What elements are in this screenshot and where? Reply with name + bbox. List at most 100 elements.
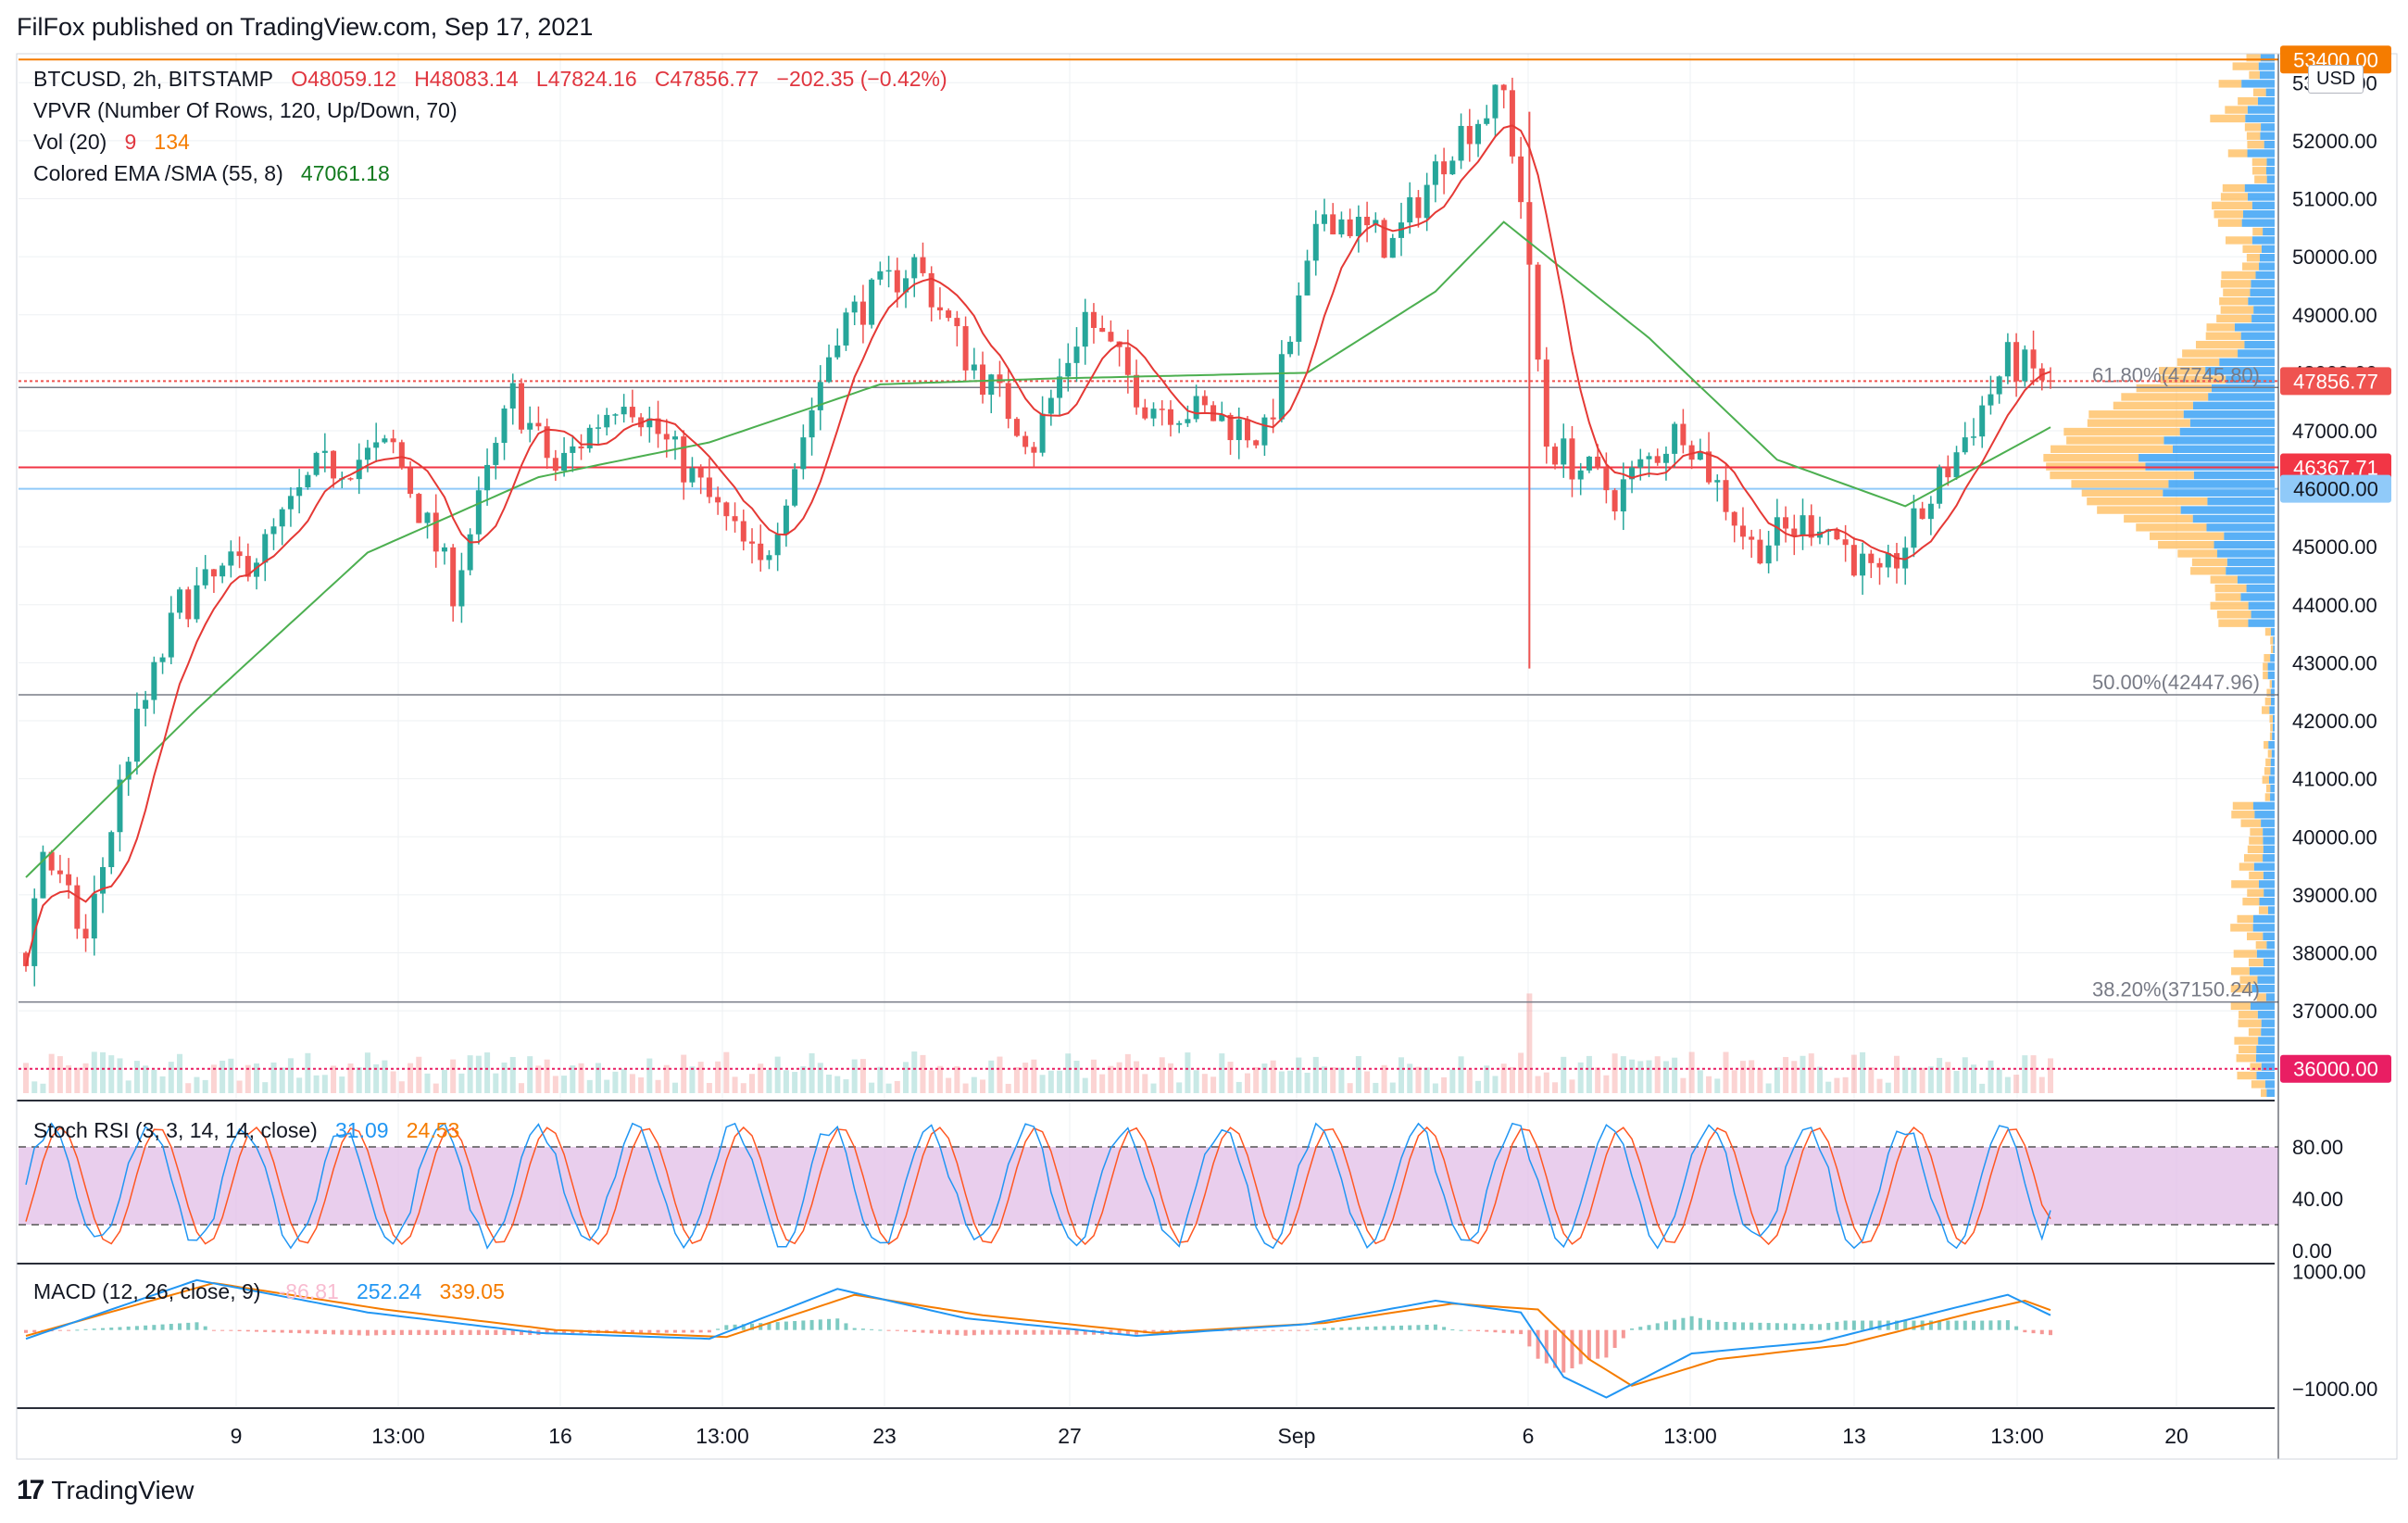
legend-vol-a: 9 — [124, 130, 137, 154]
macd-histogram-bar — [1510, 1329, 1514, 1334]
legend-volume[interactable]: Vol (20) 9 134 — [33, 130, 190, 155]
vpvr-down-bar — [2205, 332, 2241, 340]
macd-histogram-bar — [1869, 1320, 1874, 1330]
candle-body — [1842, 539, 1849, 546]
candle-body — [1595, 456, 1601, 468]
vpvr-down-bar — [2243, 854, 2264, 862]
candle-body — [467, 534, 473, 571]
volume-bar — [1057, 1070, 1063, 1093]
legend-stoch-k: 31.09 — [335, 1118, 389, 1142]
legend-macd[interactable]: MACD (12, 26, close, 9) -86.81 252.24 33… — [33, 1279, 505, 1304]
stoch-k-line — [25, 1122, 2051, 1250]
vpvr-up-bar — [2253, 801, 2275, 811]
macd-histogram-bar — [297, 1329, 302, 1334]
macd-histogram-bar — [1604, 1329, 1609, 1358]
time-tick-label: 13:00 — [696, 1424, 749, 1448]
candle-body — [270, 526, 277, 535]
macd-histogram-bar — [1732, 1322, 1737, 1330]
vpvr-up-bar — [2268, 775, 2275, 784]
candles — [23, 77, 2053, 987]
vpvr-down-bar — [2223, 288, 2251, 296]
candle-body — [382, 438, 388, 443]
vpvr-up-bar — [2244, 183, 2275, 193]
macd-histogram-bar — [1638, 1327, 1643, 1330]
legend-ema[interactable]: Colored EMA /SMA (55, 8) 47061.18 — [33, 161, 390, 186]
volume-bar — [527, 1056, 533, 1093]
candle-body — [1415, 196, 1422, 219]
vpvr-down-bar — [2252, 227, 2264, 236]
macd-histogram-bar — [160, 1324, 165, 1330]
legend-vol-b: 134 — [154, 130, 190, 154]
candle-body — [843, 312, 849, 346]
volume-bar — [475, 1055, 482, 1093]
candle-body — [1441, 161, 1448, 175]
candle-body — [997, 374, 1003, 384]
vpvr-down-bar — [2231, 880, 2259, 888]
candle-body — [1057, 376, 1063, 398]
volume-bar — [681, 1054, 687, 1093]
vpvr-up-bar — [2271, 697, 2275, 706]
volume-bar — [1637, 1061, 1644, 1093]
vpvr-up-bar — [2267, 671, 2275, 680]
candle-body — [681, 436, 687, 483]
macd-histogram-bar — [1578, 1329, 1583, 1365]
volume-bar — [1338, 1067, 1345, 1093]
macd-histogram-bar — [211, 1329, 216, 1331]
macd-histogram-bar — [134, 1326, 139, 1330]
vpvr-up-bar — [2266, 175, 2275, 183]
macd-tick-label: −1000.00 — [2292, 1378, 2377, 1401]
candle-body — [1885, 553, 1891, 568]
volume-bar — [1108, 1065, 1114, 1093]
candle-body — [1253, 440, 1260, 446]
vpvr-up-bar — [2238, 349, 2275, 358]
vpvr-up-bar — [2273, 645, 2275, 654]
volume-bar — [433, 1083, 439, 1093]
macd-histogram-bar — [1689, 1315, 1694, 1330]
vpvr-up-bar — [2261, 245, 2275, 254]
macd-histogram-bar — [672, 1329, 677, 1333]
volume-bar — [1800, 1055, 1806, 1093]
volume-bar — [1688, 1051, 1695, 1093]
price-label-text: 47856.77 — [2293, 370, 2378, 393]
vpvr-up-bar — [2206, 523, 2275, 532]
macd-line — [25, 1278, 2051, 1399]
macd-histogram-bar — [1750, 1322, 1754, 1330]
candle-body — [671, 436, 678, 440]
macd-histogram-bar — [1673, 1319, 1677, 1330]
currency-button[interactable]: USD — [2308, 65, 2364, 94]
price-tick-label: 49000.00 — [2292, 304, 2377, 327]
vpvr-down-bar — [2221, 271, 2256, 280]
tradingview-logo[interactable]: 17 TradingView — [17, 1475, 194, 1506]
macd-tick-label: 1000.00 — [2292, 1260, 2366, 1283]
vpvr-down-bar — [2269, 680, 2272, 688]
volume-bar — [501, 1062, 508, 1093]
candle-body — [347, 478, 354, 480]
volume-bar — [210, 1064, 217, 1093]
candle-body — [612, 414, 619, 416]
macd-histogram-bar — [571, 1329, 575, 1334]
vpvr-up-bar — [2224, 532, 2275, 540]
vpvr-down-bar — [2158, 367, 2206, 375]
legend-symbol[interactable]: BTCUSD, 2h, BITSTAMP — [33, 67, 274, 91]
legend-vpvr[interactable]: VPVR (Number Of Rows, 120, Up/Down, 70) — [33, 98, 458, 122]
macd-histogram-bar — [827, 1318, 832, 1330]
vpvr-down-bar — [2262, 706, 2270, 714]
candle-body — [971, 364, 977, 371]
time-tick-label: 6 — [1523, 1424, 1535, 1448]
candle-body — [194, 585, 200, 620]
macd-histogram-bar — [169, 1324, 173, 1330]
macd-histogram-bar — [809, 1319, 814, 1330]
candle-body — [245, 556, 251, 577]
volume-bar — [1927, 1066, 1934, 1093]
legend-stoch[interactable]: Stoch RSI (3, 3, 14, 14, close) 31.09 24… — [33, 1118, 459, 1143]
candle-body — [1808, 515, 1814, 538]
macd-histogram-bar — [417, 1329, 421, 1336]
vpvr-down-bar — [2210, 114, 2246, 123]
macd-histogram-bar — [1792, 1323, 1797, 1330]
macd-histogram-bar — [1160, 1329, 1164, 1332]
vpvr-up-bar — [2264, 888, 2275, 897]
macd-histogram-bar — [1305, 1329, 1310, 1331]
fib-label: 61.80%(47745.80) — [2092, 363, 2260, 386]
vpvr-down-bar — [2158, 540, 2214, 549]
candle-body — [1022, 435, 1029, 447]
